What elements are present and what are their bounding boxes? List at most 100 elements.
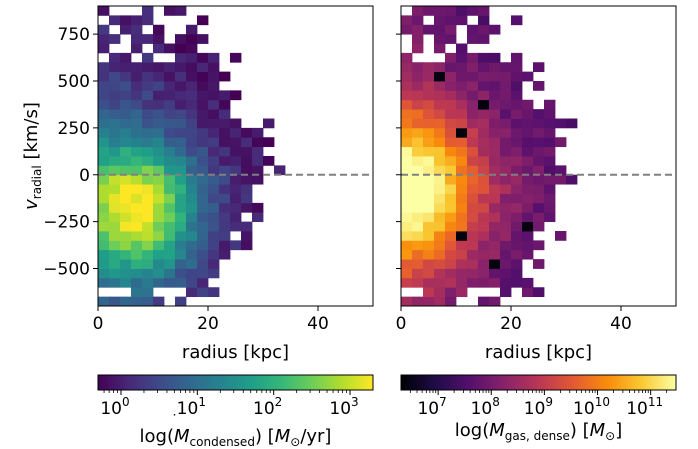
heatmap-cell: [423, 109, 435, 119]
heatmap-cell: [120, 212, 132, 223]
heatmap-cell: [131, 202, 143, 213]
heatmap-cell: [219, 231, 231, 241]
heatmap-cell: [489, 52, 501, 63]
heatmap-cell: [478, 202, 490, 213]
heatmap-cell: [186, 137, 198, 148]
heatmap-cell: [434, 6, 446, 16]
heatmap-cell: [500, 90, 512, 101]
heatmap-cell: [109, 249, 121, 260]
heatmap-cell: [522, 137, 534, 148]
heatmap-cell: [208, 52, 220, 63]
heatmap-cell: [197, 259, 209, 269]
heatmap-cell: [175, 174, 187, 185]
heatmap-cell: [434, 137, 446, 148]
heatmap-cell: [131, 174, 143, 185]
heatmap-cell: [109, 15, 121, 26]
heatmap-cell: [164, 81, 176, 91]
right-x-axis-label: radius [kpc]: [485, 342, 592, 363]
heatmap-cell: [511, 118, 523, 129]
heatmap-cell: [230, 240, 242, 251]
heatmap-cell: [511, 90, 523, 101]
heatmap-cell: [467, 249, 479, 260]
heatmap-cell: [230, 137, 242, 148]
heatmap-cell: [131, 156, 143, 166]
heatmap-cell: [153, 174, 165, 185]
heatmap-cell: [153, 43, 165, 54]
heatmap-cell: [401, 90, 413, 101]
heatmap-cell: [412, 43, 424, 54]
heatmap-cell: [230, 156, 242, 166]
heatmap-cell: [533, 146, 545, 157]
heatmap-cell: [412, 277, 424, 288]
heatmap-cell: [423, 231, 435, 241]
heatmap-cell: [500, 137, 512, 148]
heatmap-cell: [434, 81, 446, 91]
heatmap-cell: [241, 240, 253, 251]
heatmap-cell: [500, 231, 512, 241]
heatmap-cell: [478, 174, 490, 185]
heatmap-cell: [533, 165, 545, 176]
heatmap-cell: [467, 231, 479, 241]
heatmap-cell: [434, 146, 446, 157]
heatmap-cell: [164, 90, 176, 101]
heatmap-cell: [522, 156, 534, 166]
heatmap-cell: [467, 6, 479, 16]
heatmap-cell: [456, 249, 468, 260]
heatmap-cell: [230, 174, 242, 185]
heatmap-cell: [500, 174, 512, 185]
heatmap-cell: [401, 296, 413, 306]
heatmap-cell: [219, 127, 231, 138]
heatmap-cell: [142, 259, 154, 269]
heatmap-cell: [533, 184, 545, 194]
left-heatmap-cells: [98, 6, 286, 306]
heatmap-cell: [522, 249, 534, 260]
heatmap-cell: [423, 212, 435, 223]
heatmap-cell: [142, 287, 154, 298]
heatmap-cell: [142, 52, 154, 63]
heatmap-cell: [445, 62, 457, 73]
heatmap-cell: [423, 146, 435, 157]
heatmap-cell: [120, 268, 132, 279]
heatmap-cell: [197, 268, 209, 279]
left-panel: 0 20 40 −500 −250 0 250 500 750 radius [kpc] vr…: [21, 5, 374, 363]
heatmap-cell: [500, 249, 512, 260]
heatmap-cell: [467, 52, 479, 63]
heatmap-cell: [186, 81, 198, 91]
heatmap-cell: [197, 90, 209, 101]
heatmap-cell: [478, 137, 490, 148]
heatmap-cell: [489, 156, 501, 166]
heatmap-cell: [533, 193, 545, 204]
heatmap-cell: [241, 193, 253, 204]
heatmap-cell: [98, 127, 110, 138]
heatmap-cell: [142, 99, 154, 110]
heatmap-cell: [175, 34, 187, 44]
heatmap-cell: [412, 212, 424, 223]
heatmap-cell: [164, 146, 176, 157]
heatmap-cell: [98, 296, 110, 306]
heatmap-cell: [120, 109, 132, 119]
heatmap-cell: [164, 212, 176, 223]
heatmap-cell: [175, 193, 187, 204]
left-colorbar: 100 101 102 103 log(Mcondensed) [M⊙/yr] ˙: [97, 374, 374, 449]
heatmap-cell: [511, 184, 523, 194]
heatmap-cell: [555, 174, 567, 185]
heatmap-cell: [153, 277, 165, 288]
heatmap-cell: [186, 43, 198, 54]
colorbar-tick-label: 1010: [573, 395, 610, 419]
heatmap-cell: [511, 71, 523, 82]
heatmap-cell: [456, 99, 468, 110]
heatmap-cell: [197, 240, 209, 251]
heatmap-cell: [522, 165, 534, 176]
heatmap-cell: [153, 296, 165, 306]
heatmap-cell: [544, 137, 556, 148]
heatmap-cell: [175, 277, 187, 288]
heatmap-cell: [241, 221, 253, 232]
heatmap-cell: [489, 118, 501, 129]
heatmap-cell: [252, 146, 264, 157]
heatmap-cell: [230, 90, 242, 101]
heatmap-cell: [219, 249, 231, 260]
heatmap-cell: [401, 202, 413, 213]
heatmap-cell: [208, 184, 220, 194]
heatmap-cell: [131, 146, 143, 157]
x-tick-label: 0: [396, 314, 407, 334]
